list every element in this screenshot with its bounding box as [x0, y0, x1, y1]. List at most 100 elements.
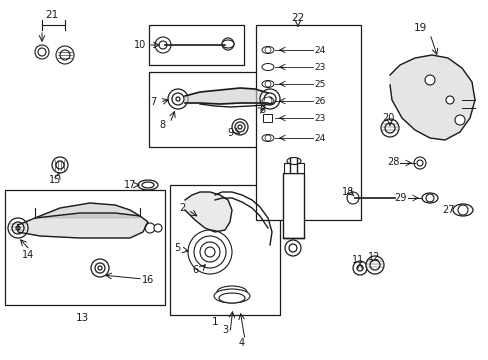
Text: 25: 25 — [314, 80, 325, 89]
Circle shape — [457, 205, 467, 215]
Circle shape — [384, 123, 394, 133]
Ellipse shape — [421, 193, 437, 203]
Text: 28: 28 — [386, 157, 398, 167]
Circle shape — [145, 223, 155, 233]
Ellipse shape — [217, 286, 246, 298]
Circle shape — [194, 236, 225, 268]
Circle shape — [369, 260, 379, 270]
Ellipse shape — [138, 180, 158, 190]
Bar — [149, 72, 273, 147]
Circle shape — [154, 224, 162, 232]
Polygon shape — [35, 203, 140, 218]
Circle shape — [425, 194, 433, 202]
Circle shape — [168, 89, 187, 109]
Circle shape — [285, 240, 301, 256]
Circle shape — [267, 97, 271, 101]
Text: 5: 5 — [174, 243, 180, 253]
Bar — [170, 185, 280, 315]
Circle shape — [288, 244, 296, 252]
Ellipse shape — [262, 81, 273, 87]
Text: 4: 4 — [239, 338, 244, 348]
Text: 11: 11 — [351, 255, 364, 265]
Circle shape — [356, 265, 362, 271]
Circle shape — [416, 160, 422, 166]
Ellipse shape — [452, 204, 472, 216]
Text: 19: 19 — [412, 23, 426, 33]
Text: 10: 10 — [134, 40, 146, 50]
Text: 12: 12 — [367, 252, 379, 262]
Text: 21: 21 — [45, 10, 59, 20]
Bar — [284, 163, 304, 173]
Text: 8: 8 — [259, 105, 264, 115]
Polygon shape — [389, 55, 474, 140]
Ellipse shape — [262, 135, 273, 141]
Circle shape — [187, 230, 231, 274]
Ellipse shape — [214, 289, 249, 303]
Circle shape — [264, 135, 270, 141]
Circle shape — [38, 48, 46, 56]
Circle shape — [95, 263, 105, 273]
Circle shape — [413, 157, 425, 169]
Bar — [263, 114, 271, 122]
Circle shape — [12, 222, 24, 234]
Circle shape — [380, 119, 398, 137]
Text: 1: 1 — [211, 317, 218, 327]
Circle shape — [264, 81, 270, 87]
Ellipse shape — [286, 158, 301, 165]
Bar — [256, 25, 360, 220]
Circle shape — [56, 46, 74, 64]
Circle shape — [231, 119, 247, 135]
Text: 16: 16 — [142, 275, 154, 285]
Circle shape — [200, 242, 220, 262]
Circle shape — [60, 50, 70, 60]
Bar — [149, 25, 244, 65]
Circle shape — [445, 96, 453, 104]
Text: 3: 3 — [222, 325, 227, 335]
Circle shape — [238, 125, 242, 129]
Ellipse shape — [262, 98, 273, 104]
Circle shape — [172, 93, 183, 105]
Circle shape — [176, 97, 180, 101]
Circle shape — [454, 115, 464, 125]
Text: 26: 26 — [314, 96, 325, 105]
Text: 13: 13 — [75, 313, 88, 323]
Ellipse shape — [219, 293, 244, 303]
Text: 7: 7 — [149, 97, 156, 107]
Text: 27: 27 — [442, 205, 454, 215]
Circle shape — [352, 261, 366, 275]
Ellipse shape — [262, 46, 273, 54]
Bar — [283, 173, 304, 238]
Circle shape — [260, 89, 280, 109]
Text: 20: 20 — [381, 113, 393, 123]
Text: 24: 24 — [314, 134, 325, 143]
Circle shape — [264, 97, 271, 105]
Text: 8: 8 — [159, 120, 165, 130]
Circle shape — [8, 218, 28, 238]
Circle shape — [91, 259, 109, 277]
Ellipse shape — [222, 40, 234, 48]
Circle shape — [346, 192, 358, 204]
Text: 2: 2 — [179, 203, 185, 213]
Circle shape — [155, 37, 171, 53]
Circle shape — [35, 45, 49, 59]
Text: 23: 23 — [314, 63, 325, 72]
Text: 23: 23 — [314, 113, 325, 122]
Text: 22: 22 — [291, 13, 304, 23]
Polygon shape — [18, 213, 148, 238]
Text: 15: 15 — [49, 175, 61, 185]
Text: 9: 9 — [226, 128, 233, 138]
Ellipse shape — [262, 63, 273, 71]
Text: 6: 6 — [192, 265, 198, 275]
Circle shape — [222, 38, 234, 50]
Circle shape — [98, 266, 102, 270]
Polygon shape — [184, 192, 231, 232]
Circle shape — [204, 247, 215, 257]
Circle shape — [365, 256, 383, 274]
Circle shape — [56, 161, 64, 169]
Circle shape — [424, 75, 434, 85]
Circle shape — [235, 122, 244, 132]
Text: 14: 14 — [22, 250, 34, 260]
Circle shape — [264, 93, 275, 105]
Circle shape — [159, 41, 167, 49]
Circle shape — [16, 226, 20, 230]
